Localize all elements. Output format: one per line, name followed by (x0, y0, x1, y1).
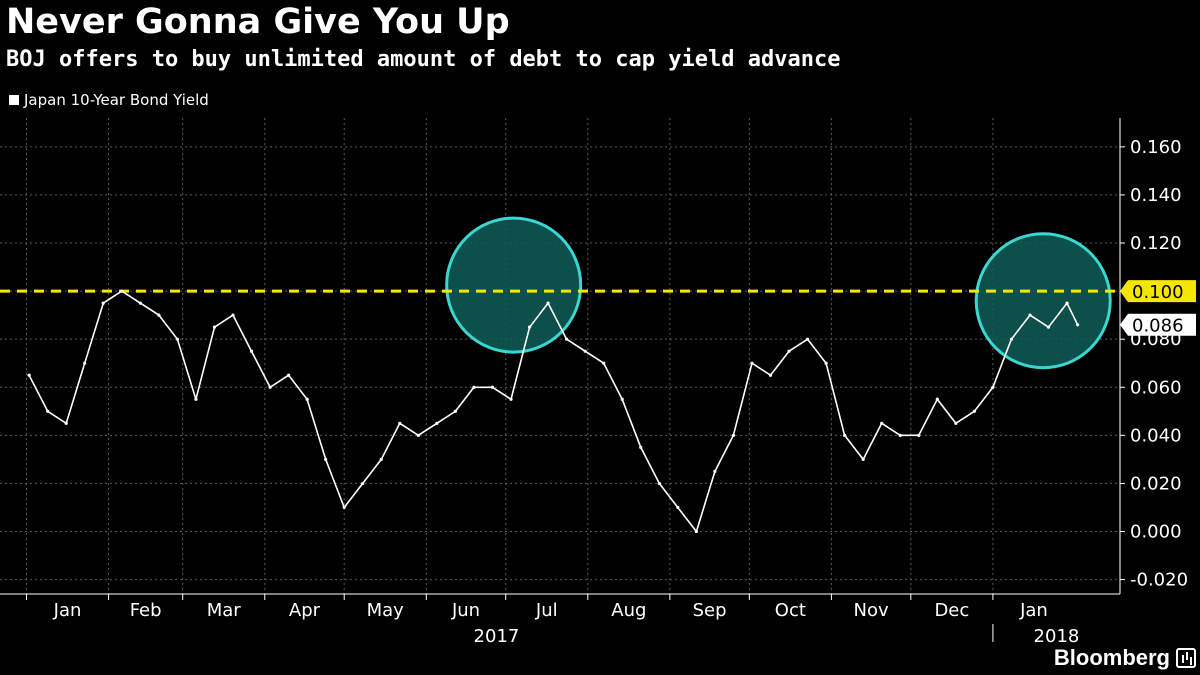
cap-value-label: 0.100 (1132, 282, 1184, 303)
data-point (583, 349, 587, 353)
data-point (46, 409, 50, 413)
data-point (490, 385, 495, 389)
data-point (268, 385, 272, 389)
data-point (64, 421, 68, 425)
x-tick-label: Nov (854, 600, 889, 621)
x-tick-label: Sep (693, 600, 727, 621)
data-point (527, 325, 532, 329)
y-tick-label: 0.060 (1130, 377, 1182, 398)
x-tick-label: Jun (451, 600, 480, 621)
data-point (305, 397, 309, 401)
data-point (138, 301, 142, 305)
y-tick-label: 0.160 (1130, 137, 1182, 158)
legend-label: Japan 10-Year Bond Yield (24, 91, 209, 109)
data-point (917, 433, 921, 437)
data-point (1009, 337, 1014, 341)
x-tick-label: Mar (207, 600, 242, 621)
data-point (435, 421, 439, 425)
data-point (972, 409, 976, 413)
data-point (1076, 323, 1080, 327)
data-point (287, 373, 291, 377)
data-point (120, 289, 124, 293)
data-point (416, 433, 420, 437)
data-point (83, 361, 87, 365)
data-point (639, 445, 643, 449)
data-point (249, 349, 254, 353)
data-point (991, 385, 995, 389)
data-point (676, 505, 680, 510)
data-point (768, 373, 773, 377)
y-tick-label: 0.140 (1130, 185, 1182, 206)
data-point (731, 433, 736, 437)
x-tick-label: Jan (1019, 600, 1048, 621)
x-tick-label: Apr (289, 600, 321, 621)
y-tick-label: 0.000 (1130, 521, 1182, 542)
data-point (212, 325, 217, 329)
cap-value-tag-bg (1120, 280, 1196, 303)
legend-swatch (9, 95, 19, 105)
data-point (694, 529, 698, 534)
series-line (28, 290, 1079, 533)
cap-value-tag: 0.100 (1120, 280, 1196, 303)
year-label-2017: 2017 (474, 626, 520, 647)
data-point (157, 313, 161, 317)
data-point (602, 361, 606, 365)
data-point (324, 457, 328, 461)
data-point (898, 433, 902, 437)
y-tick-label: 0.040 (1130, 425, 1182, 446)
bloomberg-logo: Bloomberg (1054, 645, 1196, 671)
data-point (231, 313, 235, 317)
data-point (453, 409, 458, 413)
x-tick-label: Jul (535, 600, 558, 621)
last-value-label: 0.086 (1132, 316, 1184, 337)
x-tick-label: Dec (934, 600, 969, 621)
data-point (935, 397, 939, 401)
data-point (1046, 325, 1051, 329)
data-point (620, 397, 624, 401)
data-point (1065, 301, 1069, 305)
data-point (657, 481, 661, 486)
data-point (805, 337, 810, 341)
data-point (175, 337, 179, 341)
data-point (880, 421, 884, 425)
y-tick-label: 0.120 (1130, 233, 1182, 254)
brand-name: Bloomberg (1053, 645, 1170, 670)
data-point (824, 361, 828, 365)
data-point (342, 505, 346, 510)
x-tick-label: Jan (53, 600, 82, 621)
x-tick-label: May (367, 600, 405, 621)
data-point (546, 301, 550, 305)
last-value-tag-bg (1120, 313, 1196, 336)
highlight-circle (974, 232, 1112, 370)
data-point (1028, 313, 1032, 317)
data-point (750, 361, 754, 365)
data-point (101, 301, 105, 305)
last-value-tag: 0.086 (1120, 313, 1196, 337)
y-tick-label: -0.020 (1130, 570, 1188, 591)
data-point (843, 433, 847, 437)
chart-subtitle: BOJ offers to buy unlimited amount of de… (6, 47, 841, 72)
chart-title: Never Gonna Give You Up (6, 2, 510, 42)
y-tick-label: 0.020 (1130, 473, 1182, 494)
data-point (713, 469, 717, 473)
data-point (787, 349, 791, 353)
highlight-circle (445, 216, 583, 354)
data-point (509, 397, 513, 401)
data-point (194, 397, 198, 401)
x-tick-label: Aug (611, 600, 646, 621)
data-point (361, 481, 365, 486)
data-point (861, 457, 865, 461)
data-point (27, 373, 31, 377)
data-point (472, 385, 476, 389)
data-point (379, 457, 383, 461)
data-point (398, 421, 402, 425)
x-tick-label: Feb (130, 600, 162, 621)
data-point (565, 337, 569, 341)
legend: Japan 10-Year Bond Yield (9, 91, 209, 109)
year-label-2018: 2018 (1034, 626, 1080, 647)
data-point (954, 421, 958, 425)
bloomberg-chart-icon (1176, 648, 1196, 668)
x-tick-label: Oct (775, 600, 806, 621)
